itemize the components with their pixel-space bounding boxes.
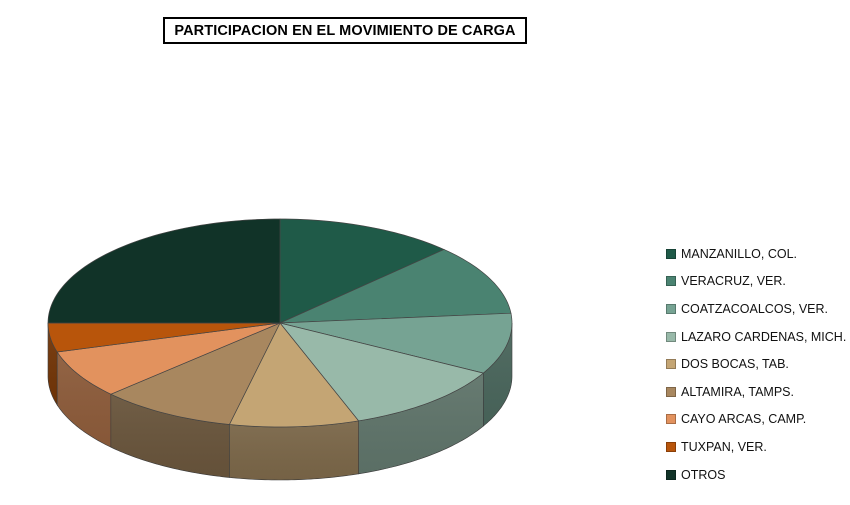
legend-label: MANZANILLO, COL. [681, 246, 797, 261]
pie-slice-4 [228, 322, 360, 428]
legend-swatch [666, 276, 676, 287]
pie-slice-8 [47, 218, 281, 324]
pie-side-sheen-4 [229, 420, 359, 480]
legend-item: CAYO ARCAS, CAMP. [666, 406, 850, 434]
pie-slice-6 [56, 322, 281, 395]
pie-slice-2 [279, 312, 513, 374]
legend-swatch [666, 414, 676, 425]
chart-title: PARTICIPACION EN EL MOVIMIENTO DE CARGA [163, 17, 527, 44]
pie-side-sheen-6 [57, 352, 111, 448]
legend-item: VERACRUZ, VER. [666, 268, 850, 296]
legend-label: VERACRUZ, VER. [681, 274, 786, 289]
chart-legend: MANZANILLO, COL. VERACRUZ, VER. COATZACOAL… [666, 240, 850, 488]
legend-item: MANZANILLO, COL. [666, 240, 850, 268]
legend-label: OTROS [681, 467, 726, 482]
legend-label: LAZARO CARDENAS, MICH. [681, 329, 847, 344]
legend-label: CAYO ARCAS, CAMP. [681, 412, 807, 427]
legend-label: ALTAMIRA, TAMPS. [681, 384, 794, 399]
legend-label: COATZACOALCOS, VER. [681, 301, 829, 316]
legend-swatch [666, 386, 676, 397]
pie-slice-0 [279, 218, 445, 324]
pie-slices [47, 218, 513, 428]
pie-side-sheen-7 [48, 323, 58, 406]
legend-item: ALTAMIRA, TAMPS. [666, 378, 850, 406]
legend-item: LAZARO CARDENAS, MICH. [666, 323, 850, 351]
legend-item: OTROS [666, 461, 850, 489]
pie-slice-3 [279, 322, 485, 422]
legend-swatch [666, 248, 676, 259]
legend-item: COATZACOALCOS, VER. [666, 295, 850, 323]
pie-slice-5 [110, 322, 281, 425]
pie-chart [47, 218, 513, 481]
pie-side-sheen-5 [110, 394, 230, 478]
legend-label: DOS BOCAS, TAB. [681, 357, 789, 372]
legend-swatch [666, 441, 676, 452]
pie-slice-1 [279, 249, 512, 324]
pie-side-sheen-3 [358, 373, 484, 474]
legend-item: DOS BOCAS, TAB. [666, 350, 850, 378]
legend-swatch [666, 469, 676, 480]
legend-label: TUXPAN, VER. [681, 439, 767, 454]
legend-swatch [666, 331, 676, 342]
pie-sides [47, 322, 513, 481]
legend-swatch [666, 303, 676, 314]
legend-swatch [666, 359, 676, 370]
legend-item: TUXPAN, VER. [666, 433, 850, 461]
pie-slice-7 [47, 322, 281, 353]
